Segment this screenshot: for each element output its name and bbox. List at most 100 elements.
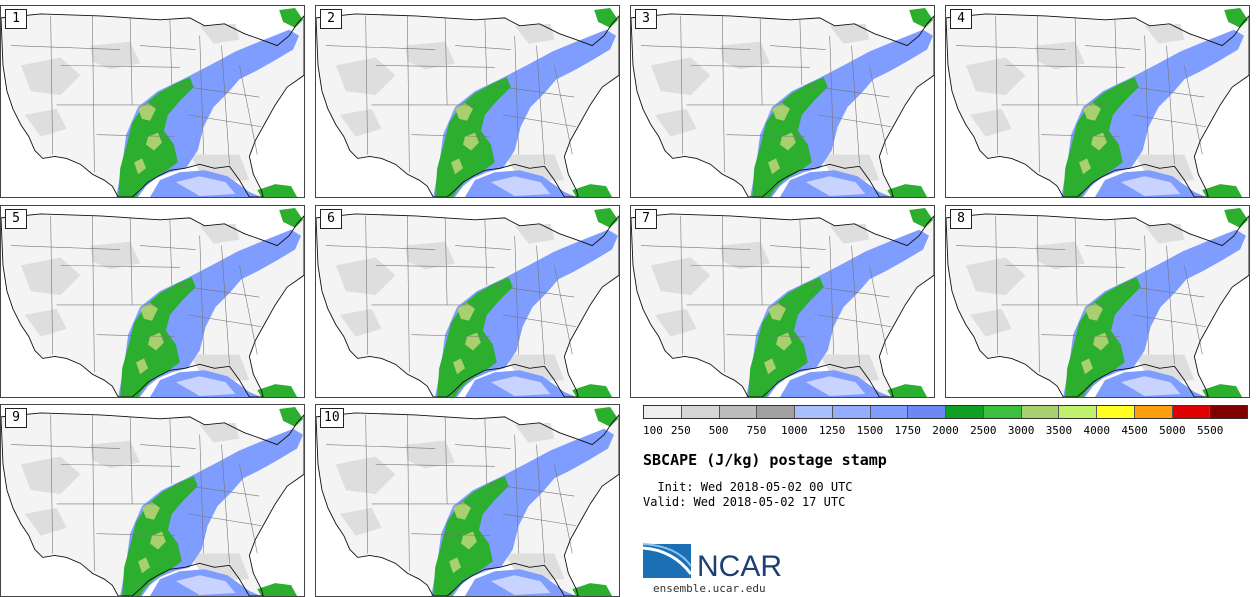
colorbar-tick-label: 2000 (932, 424, 959, 437)
member-number-label: 4 (950, 9, 972, 29)
gulf-cape-shading (805, 376, 866, 397)
very-high-cape-shading (465, 332, 481, 351)
low-cape-shading (339, 507, 382, 536)
coastline (316, 213, 619, 397)
state-boundary (851, 45, 860, 165)
coastline (1, 412, 304, 596)
plot-title: SBCAPE (J/kg) postage stamp (643, 451, 887, 469)
state-boundary (680, 215, 683, 355)
state-boundary (770, 45, 826, 50)
high-cape-shading (1224, 7, 1249, 28)
state-boundary (851, 245, 860, 365)
ncar-logo: NCAR (643, 543, 782, 582)
state-boundary (129, 17, 133, 105)
very-high-cape-shading (455, 102, 473, 121)
state-boundary (726, 134, 805, 137)
colorbar-segment (795, 406, 833, 418)
very-high-cape-shading (453, 358, 466, 375)
gulf-cape-shading (490, 376, 551, 397)
low-cape-shading (405, 241, 456, 270)
cape-colorbar (643, 405, 1248, 419)
state-boundary (514, 35, 519, 155)
state-boundary (375, 464, 495, 467)
member-number-label: 7 (635, 209, 657, 229)
state-boundary (1132, 114, 1207, 128)
state-boundary (365, 215, 368, 355)
colorbar-segment (870, 406, 909, 418)
high-cape-shading (887, 184, 928, 197)
high-cape-shading (594, 406, 619, 427)
low-cape-shading (20, 257, 81, 296)
very-high-cape-shading (768, 302, 786, 321)
state-boundary (1041, 134, 1120, 137)
very-high-cape-shading (768, 158, 781, 175)
colorbar-segment (1134, 406, 1173, 418)
ensemble-member-panel: 3 (630, 5, 935, 198)
state-boundary (411, 334, 490, 337)
coastline (946, 13, 1249, 197)
state-boundary (1114, 219, 1118, 286)
state-boundary (869, 65, 888, 155)
state-boundary (365, 414, 368, 554)
low-cape-shading (335, 257, 396, 296)
state-boundary (411, 533, 490, 536)
low-cape-shading (90, 440, 141, 469)
low-cape-shading (405, 440, 456, 469)
state-boundary (514, 434, 519, 554)
high-cape-shading (279, 7, 304, 28)
state-boundary (869, 265, 888, 355)
state-boundary (514, 235, 519, 355)
state-boundary (502, 314, 577, 328)
high-cape-shading (887, 384, 928, 397)
state-boundary (140, 444, 196, 449)
state-boundary (140, 45, 196, 50)
very-high-cape-shading (138, 557, 151, 574)
low-cape-shading (965, 257, 1026, 296)
cape-map (316, 206, 619, 397)
state-boundary (1074, 217, 1078, 305)
low-cape-shading (90, 241, 141, 270)
high-cape-shading (572, 384, 613, 397)
state-boundary (444, 416, 448, 504)
state-boundary (1132, 314, 1207, 328)
state-boundary (726, 334, 805, 337)
low-cape-shading (1035, 241, 1086, 270)
state-boundary (640, 245, 751, 250)
cape-map (631, 6, 934, 197)
low-cape-shading (720, 241, 771, 270)
high-cape-shading (594, 207, 619, 228)
state-boundary (799, 219, 803, 286)
colorbar-tick-label: 100 (643, 424, 663, 437)
gulf-cape-shading (490, 176, 551, 197)
state-boundary (1037, 215, 1040, 373)
state-boundary (129, 217, 133, 305)
high-cape-shading (909, 7, 934, 28)
low-cape-shading (339, 308, 382, 337)
site-url: ensemble.ucar.edu (653, 582, 766, 595)
ncar-wordmark: NCAR (697, 550, 782, 582)
state-boundary (140, 245, 196, 250)
state-boundary (10, 444, 121, 449)
colorbar-tick-label: 5000 (1159, 424, 1186, 437)
state-boundary (221, 444, 230, 564)
high-cape-shading (909, 207, 934, 228)
member-number-label: 9 (5, 408, 27, 428)
low-cape-shading (514, 223, 555, 244)
high-cape-shading (594, 7, 619, 28)
colorbar-tick-label: 3000 (1007, 424, 1035, 437)
colorbar-tick-label: 250 (670, 424, 691, 437)
low-cape-shading (1035, 41, 1086, 70)
state-boundary (325, 444, 436, 449)
coastline (316, 13, 619, 197)
state-boundary (169, 19, 173, 86)
low-cape-shading (20, 57, 81, 96)
state-boundary (60, 265, 180, 268)
gulf-cape-shading (175, 176, 236, 197)
state-boundary (187, 314, 262, 328)
state-boundary (554, 265, 573, 355)
state-boundary (829, 235, 834, 355)
member-number-label: 6 (320, 209, 342, 229)
very-high-cape-shading (136, 358, 149, 375)
colorbar-tick-label: 1250 (818, 424, 846, 437)
cape-map (1, 206, 304, 397)
